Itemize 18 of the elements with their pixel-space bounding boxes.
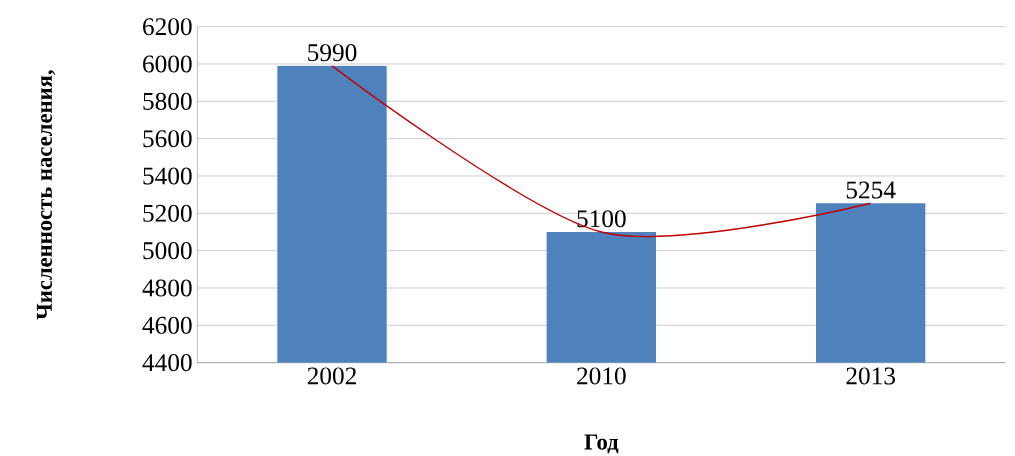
x-tick-label: 2013 [846, 367, 895, 385]
y-tick-label: 5000 [143, 242, 192, 260]
x-tick-label: 2010 [577, 367, 626, 385]
y-tick-label: 6200 [143, 18, 192, 36]
x-axis-title: Год [584, 434, 619, 454]
data-label: 5100 [577, 210, 626, 228]
y-tick-label: 5200 [143, 204, 192, 222]
y-tick-label: 4600 [142, 316, 192, 334]
y-tick-label: 5400 [143, 167, 192, 185]
y-tick-label: 4800 [142, 279, 192, 297]
y-tick-label: 4400 [142, 354, 192, 372]
y-tick-label: 6000 [143, 55, 192, 73]
x-tick-label: 2002 [307, 367, 356, 385]
data-label: 5254 [846, 181, 896, 199]
y-axis-title: Численность населения, [36, 70, 56, 320]
data-label: 5990 [308, 44, 357, 62]
y-tick-label: 5800 [143, 92, 192, 110]
y-tick-label: 5600 [143, 130, 192, 148]
